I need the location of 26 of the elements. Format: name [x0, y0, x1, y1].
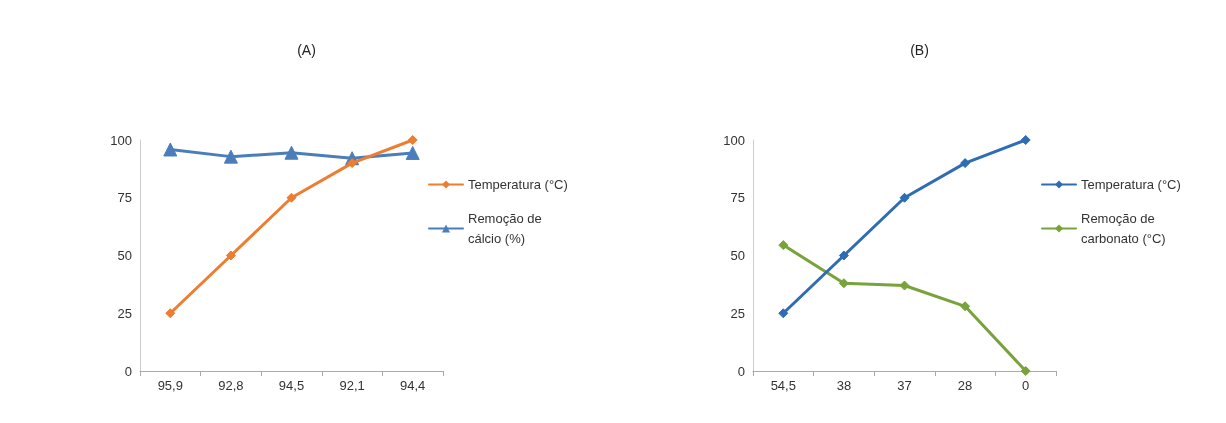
x-tick-label: 38 — [836, 378, 852, 393]
legend-label: Temperatura (°C) — [1081, 177, 1181, 192]
x-tick-label: 54,5 — [770, 378, 796, 393]
legend-label: Temperatura (°C) — [468, 177, 568, 192]
x-tick-label: 92,8 — [218, 378, 244, 393]
x-tick-label: 94,5 — [278, 378, 305, 393]
legend-label: Remoção de carbonato (°C) — [1081, 211, 1166, 246]
chart-title: (A) — [297, 42, 316, 58]
y-tick-label: 50 — [730, 248, 745, 263]
y-tick-label: 75 — [730, 190, 745, 206]
y-tick-label: 100 — [723, 132, 745, 148]
x-tick-label: 0 — [1022, 378, 1030, 393]
y-tick-label: 0 — [737, 363, 745, 379]
x-tick-label: 37 — [897, 378, 912, 393]
x-tick-label: 94,4 — [400, 378, 426, 393]
y-tick-label: 50 — [117, 248, 132, 263]
y-tick-label: 75 — [117, 190, 132, 206]
x-tick-label: 95,9 — [157, 378, 183, 393]
y-tick-label: 0 — [124, 363, 132, 379]
y-tick-label: 25 — [117, 305, 132, 321]
chart-title: (B) — [910, 42, 929, 58]
x-tick-label: 28 — [957, 378, 973, 393]
y-tick-label: 100 — [110, 132, 132, 148]
x-tick-label: 92,1 — [339, 378, 365, 393]
legend-label: Remoção de cálcio (%) — [468, 211, 546, 246]
y-tick-label: 25 — [730, 305, 745, 321]
